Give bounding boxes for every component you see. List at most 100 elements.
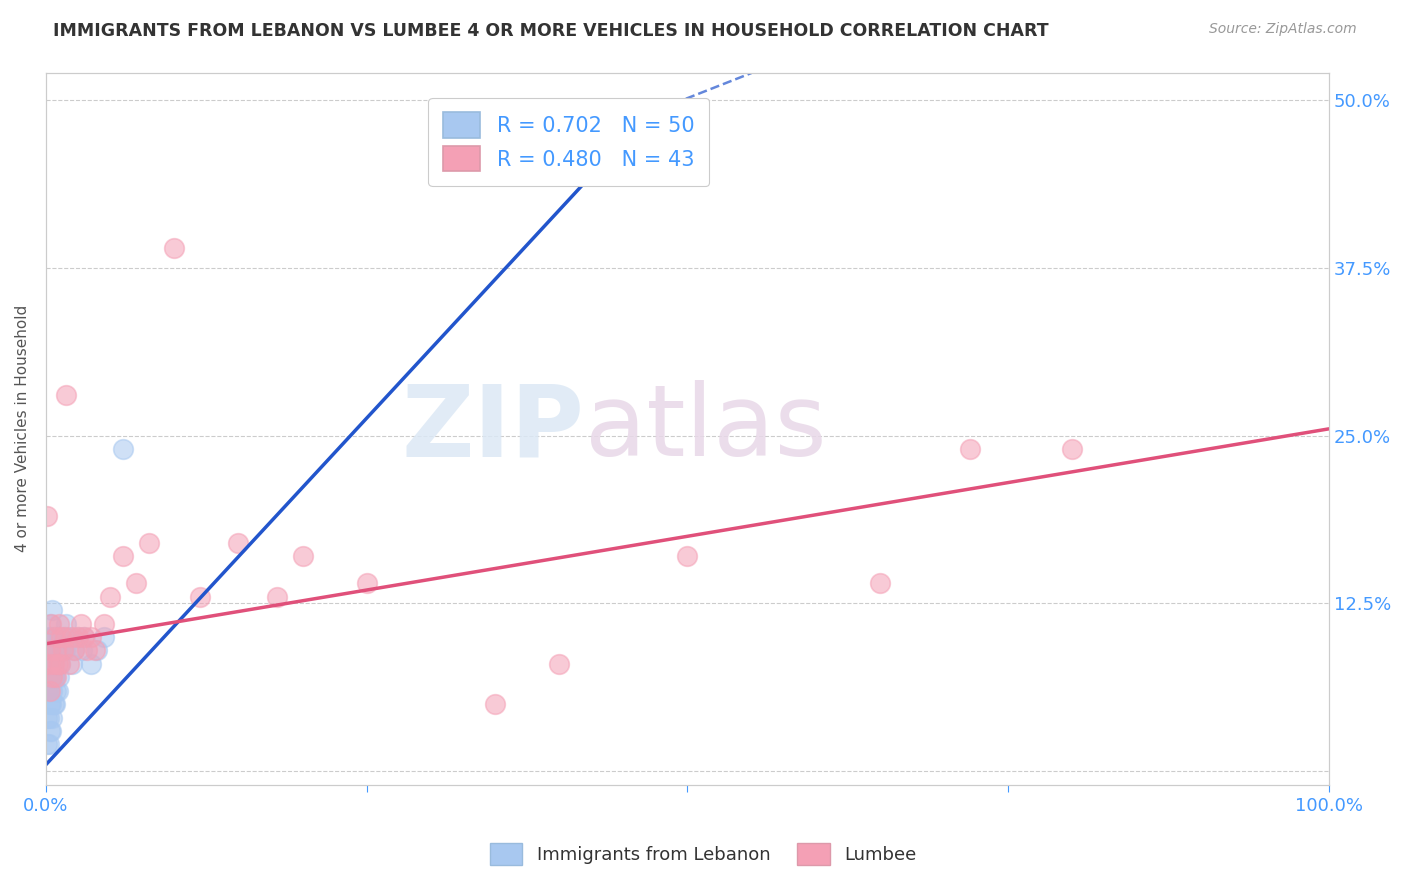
Point <box>51 630 73 644</box>
Point <box>41 657 63 671</box>
Point <box>52 630 75 644</box>
Point <box>38 630 60 644</box>
Point <box>53 643 76 657</box>
Point <box>67 630 90 644</box>
Point <box>93 616 115 631</box>
Point <box>44 670 66 684</box>
Point <box>38 670 60 684</box>
Point <box>291 549 314 564</box>
Point <box>46 657 69 671</box>
Point <box>37 657 59 671</box>
Point <box>38 724 60 739</box>
Point <box>111 549 134 564</box>
Point <box>188 590 211 604</box>
Point <box>38 616 60 631</box>
Point <box>38 643 60 657</box>
Point <box>86 643 108 657</box>
Point <box>49 657 72 671</box>
Point <box>163 241 186 255</box>
Point <box>41 670 63 684</box>
Point <box>60 657 83 671</box>
Point <box>46 683 69 698</box>
Point <box>45 643 67 657</box>
Point <box>70 643 93 657</box>
Point <box>80 630 103 644</box>
Point <box>676 549 699 564</box>
Point <box>45 670 67 684</box>
Point <box>52 643 75 657</box>
Point <box>48 630 70 644</box>
Point <box>38 657 60 671</box>
Point <box>63 643 86 657</box>
Point <box>484 697 506 711</box>
Point <box>39 697 62 711</box>
Text: IMMIGRANTS FROM LEBANON VS LUMBEE 4 OR MORE VEHICLES IN HOUSEHOLD CORRELATION CH: IMMIGRANTS FROM LEBANON VS LUMBEE 4 OR M… <box>53 22 1049 40</box>
Legend: Immigrants from Lebanon, Lumbee: Immigrants from Lebanon, Lumbee <box>482 836 924 872</box>
Point <box>125 576 148 591</box>
Point <box>42 643 65 657</box>
Point <box>41 710 63 724</box>
Point <box>48 616 70 631</box>
Point <box>38 683 60 698</box>
Point <box>46 643 69 657</box>
Point <box>58 630 80 644</box>
Point <box>138 536 160 550</box>
Point <box>42 670 65 684</box>
Point <box>44 630 66 644</box>
Point <box>52 643 75 657</box>
Text: ZIP: ZIP <box>402 380 585 477</box>
Point <box>37 509 59 524</box>
Point <box>60 630 83 644</box>
Point <box>63 643 86 657</box>
Point <box>45 683 67 698</box>
Point <box>39 670 62 684</box>
Point <box>93 630 115 644</box>
Point <box>39 616 62 631</box>
Point <box>38 643 60 657</box>
Point <box>111 442 134 456</box>
Point <box>55 616 77 631</box>
Point <box>73 630 96 644</box>
Point <box>45 643 67 657</box>
Point <box>38 683 60 698</box>
Point <box>37 710 59 724</box>
Point <box>959 442 981 456</box>
Point <box>55 388 77 402</box>
Legend: R = 0.702   N = 50, R = 0.480   N = 43: R = 0.702 N = 50, R = 0.480 N = 43 <box>429 97 710 186</box>
Point <box>548 657 571 671</box>
Point <box>53 630 76 644</box>
Point <box>42 697 65 711</box>
Point <box>38 697 60 711</box>
Y-axis label: 4 or more Vehicles in Household: 4 or more Vehicles in Household <box>15 305 30 552</box>
Point <box>266 590 288 604</box>
Point <box>48 670 70 684</box>
Point <box>228 536 250 550</box>
Point <box>51 643 73 657</box>
Point <box>58 657 80 671</box>
Point <box>69 616 91 631</box>
Point <box>76 643 98 657</box>
Point <box>38 657 60 671</box>
Point <box>356 576 378 591</box>
Point <box>39 724 62 739</box>
Point <box>1062 442 1084 456</box>
Point <box>41 683 63 698</box>
Point <box>42 657 65 671</box>
Point <box>67 630 90 644</box>
Point <box>869 576 891 591</box>
Point <box>38 738 60 752</box>
Point <box>73 630 96 644</box>
Point <box>83 643 105 657</box>
Point <box>44 697 66 711</box>
Point <box>44 630 66 644</box>
Text: Source: ZipAtlas.com: Source: ZipAtlas.com <box>1209 22 1357 37</box>
Text: atlas: atlas <box>585 380 827 477</box>
Point <box>38 710 60 724</box>
Point <box>39 630 62 644</box>
Point <box>98 590 121 604</box>
Point <box>49 657 72 671</box>
Point <box>41 603 63 617</box>
Point <box>37 738 59 752</box>
Point <box>80 657 103 671</box>
Point <box>37 683 59 698</box>
